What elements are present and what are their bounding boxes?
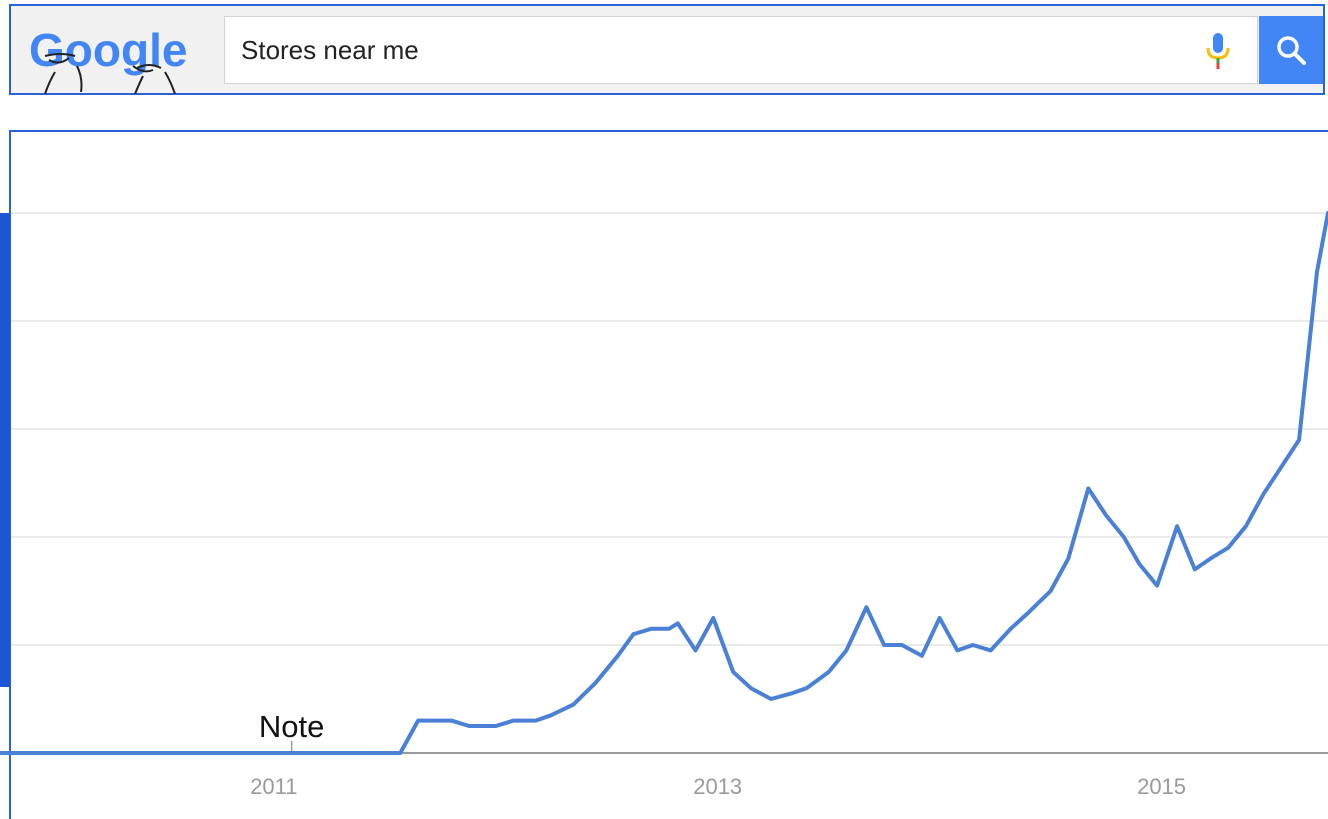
point-layer (400, 212, 1328, 754)
tick-layer: 2009201120132015 (250, 774, 1186, 799)
magnifier-icon (1277, 36, 1306, 65)
trend-chart-panel (9, 130, 1328, 819)
search-box (224, 16, 1258, 84)
x-tick-label: 2015 (1137, 774, 1186, 799)
x-tick-label: 2013 (693, 774, 742, 799)
search-header: Google (9, 4, 1325, 95)
annotation-layer: Note (259, 709, 324, 753)
google-doodle-logo[interactable]: Google (25, 16, 203, 94)
series-line (0, 211, 1328, 755)
left-accent-bar (0, 213, 10, 687)
grid-layer (11, 212, 1328, 646)
x-tick-label: 2011 (250, 774, 297, 799)
search-input[interactable] (241, 17, 1181, 83)
microphone-icon[interactable] (1205, 32, 1231, 70)
note-annotation[interactable]: Note (259, 709, 324, 744)
search-button[interactable] (1259, 16, 1323, 84)
